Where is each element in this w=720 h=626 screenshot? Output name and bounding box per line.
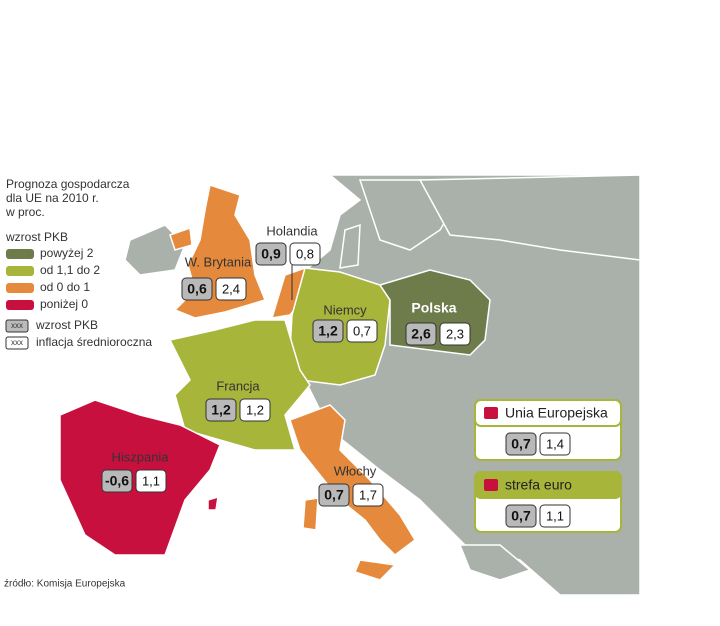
gdp-value: 0,6	[187, 281, 207, 297]
legend-box	[5, 336, 29, 350]
inflation-value: 2,4	[222, 281, 240, 296]
france	[168, 319, 311, 451]
summary-header	[474, 399, 622, 427]
country-name: Polska	[411, 300, 456, 316]
legend-swatch	[6, 300, 34, 310]
summary-marker	[484, 407, 498, 419]
land-north	[418, 174, 641, 261]
legend-label: od 0 do 1	[40, 280, 90, 294]
baleares	[207, 495, 219, 511]
gdp-box	[318, 483, 350, 507]
gdp-value: 0,7	[511, 436, 531, 452]
inflation-value: 1,2	[246, 402, 264, 417]
legend-swatch	[6, 249, 34, 259]
title-line: w proc.	[5, 205, 45, 219]
inflation-box	[239, 398, 271, 422]
inflation-value: 0,7	[353, 323, 371, 338]
inflation-box	[215, 277, 247, 301]
inflation-value: 1,4	[546, 436, 564, 451]
gdp-box	[505, 504, 537, 528]
sicily	[353, 559, 397, 581]
gdp-box	[181, 277, 213, 301]
gdp-box	[101, 469, 133, 493]
legend-label: od 1,1 do 2	[40, 263, 100, 277]
gdp-value: -0,6	[105, 473, 129, 489]
inflation-box	[439, 322, 471, 346]
summary-header	[474, 471, 622, 499]
inflation-value: 0,8	[296, 246, 314, 261]
inflation-box	[352, 483, 384, 507]
gdp-value: 1,2	[211, 402, 231, 418]
gdp-value: 0,9	[261, 246, 281, 262]
legend-swatch	[6, 283, 34, 293]
legend: wzrost PKB powyżej 2 od 1,1 do 2 od 0 do 1…	[5, 230, 152, 350]
gdp-box	[505, 432, 537, 456]
inflation-box	[539, 432, 571, 456]
italy	[289, 404, 416, 556]
gdp-value: 0,7	[324, 487, 344, 503]
country-labels: W. Brytania 0,6 2,4 Holandia 0,9 0,8 Niemcy 1,2…	[101, 223, 471, 507]
summary-name: strefa euro	[505, 477, 572, 493]
summary-marker	[484, 479, 498, 491]
legend-label: inflacja średnioroczna	[36, 335, 152, 349]
gdp-box	[405, 322, 437, 346]
legend-box	[5, 319, 29, 333]
legend-label: powyżej 2	[40, 246, 94, 260]
inflation-value: 1,7	[359, 487, 377, 502]
country-name: W. Brytania	[185, 254, 252, 269]
inflation-box	[346, 319, 378, 343]
country-name: Niemcy	[323, 302, 367, 317]
legend-box-sample: xxx	[11, 321, 23, 330]
title-line: Prognoza gospodarcza	[6, 177, 130, 191]
country-name: Holandia	[266, 223, 318, 238]
gdp-box	[205, 398, 237, 422]
summary-name: Unia Europejska	[505, 405, 608, 421]
denmark	[339, 223, 361, 269]
inflation-box	[539, 504, 571, 528]
legend-label: poniżej 0	[40, 297, 88, 311]
gdp-value: 0,7	[511, 508, 531, 524]
legend-heading: wzrost PKB	[5, 230, 68, 244]
gdp-box	[255, 242, 287, 266]
inflation-value: 1,1	[142, 473, 160, 488]
inflation-box	[135, 469, 167, 493]
source: źródło: Komisja Europejska	[4, 579, 126, 590]
gdp-value: 1,2	[318, 323, 338, 339]
uk-north-ireland	[169, 226, 193, 251]
legend-label: wzrost PKB	[35, 318, 98, 332]
inflation-value: 2,3	[446, 326, 464, 341]
country-name: Włochy	[334, 463, 377, 478]
summary-boxes: Unia Europejska 0,7 1,4 strefa euro 0,7 1,1	[474, 399, 622, 533]
title-line: dla UE na 2010 r.	[6, 191, 99, 205]
gdp-value: 2,6	[411, 326, 431, 342]
country-name: Hiszpania	[111, 449, 169, 464]
country-name: Francja	[216, 378, 260, 393]
ireland	[124, 224, 186, 276]
gdp-box	[312, 319, 344, 343]
sardinia	[302, 497, 319, 531]
inflation-box	[289, 242, 321, 266]
inflation-value: 1,1	[546, 508, 564, 523]
legend-swatch	[6, 266, 34, 276]
legend-box-sample: xxx	[11, 338, 23, 347]
greece	[458, 544, 532, 581]
